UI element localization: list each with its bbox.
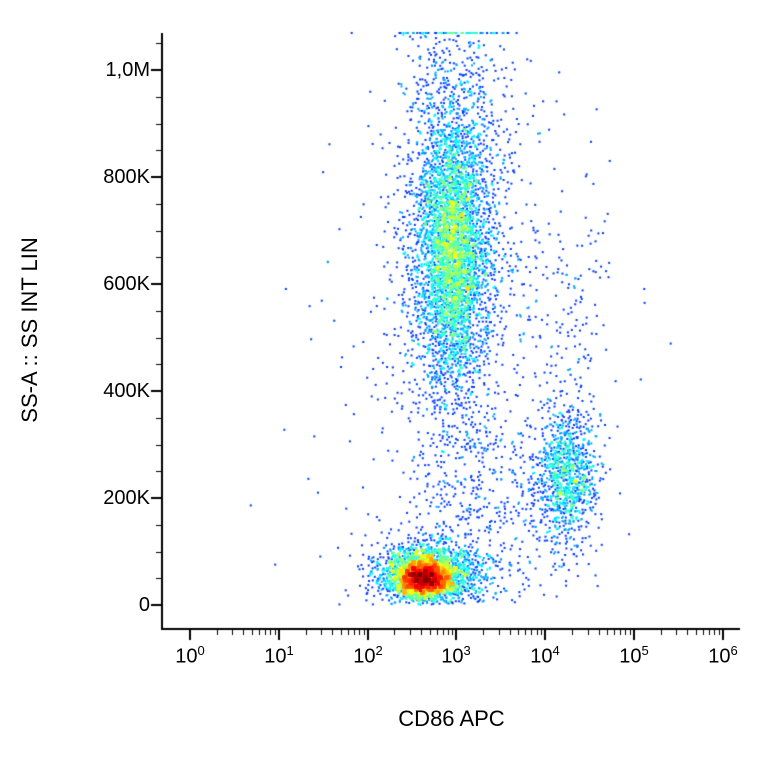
x-tick-base: 10: [441, 645, 464, 668]
x-tick-base: 10: [530, 645, 553, 668]
x-tick-label: 105: [619, 643, 648, 669]
y-axis-title: SS-A :: SS INT LIN: [17, 237, 42, 423]
x-tick-label: 102: [353, 643, 382, 669]
x-tick-exponent: 5: [641, 643, 649, 658]
y-tick-label: 0: [138, 594, 150, 616]
x-tick-exponent: 3: [463, 643, 471, 658]
x-tick-exponent: 1: [286, 643, 294, 658]
x-axis-title: CD86 APC: [398, 706, 505, 731]
y-tick-label: 600K: [103, 273, 150, 295]
x-tick-label: 103: [441, 643, 470, 669]
x-tick-exponent: 0: [197, 643, 205, 658]
y-tick-label: 1,0M: [105, 59, 150, 81]
x-tick-label: 104: [530, 643, 559, 669]
x-tick-label: 106: [708, 643, 737, 669]
x-tick-exponent: 4: [552, 643, 560, 658]
x-tick-label: 101: [264, 643, 293, 669]
x-tick-exponent: 6: [730, 643, 738, 658]
x-tick-base: 10: [353, 645, 376, 668]
x-tick-base: 10: [708, 645, 731, 668]
y-tick-label: 800K: [103, 166, 150, 188]
y-tick-label: 200K: [103, 487, 150, 509]
x-tick-base: 10: [175, 645, 198, 668]
x-tick-base: 10: [619, 645, 642, 668]
x-tick-base: 10: [264, 645, 287, 668]
y-tick-label: 400K: [103, 380, 150, 402]
x-tick-label: 100: [175, 643, 204, 669]
x-tick-exponent: 2: [375, 643, 383, 658]
